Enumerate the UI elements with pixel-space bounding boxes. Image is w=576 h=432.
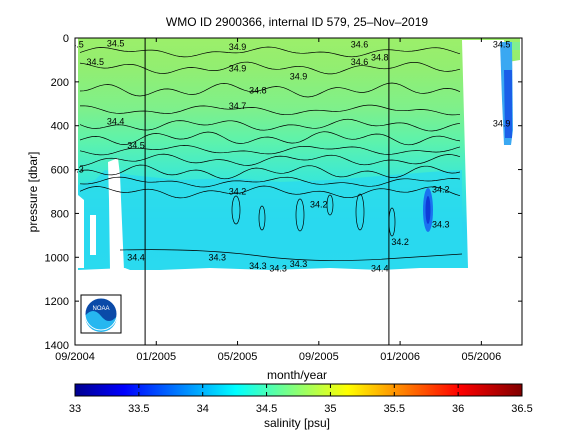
- contour-label: 34.9: [290, 71, 308, 81]
- contour-line: [79, 46, 461, 58]
- contour-label: 34.9: [493, 119, 511, 129]
- x-tick-label: 05/2005: [218, 351, 258, 363]
- y-tick-label: 800: [51, 208, 69, 220]
- x-tick-label: 09/2005: [299, 351, 339, 363]
- plot-frame: [74, 37, 523, 346]
- colorbar-label: salinity [psu]: [264, 416, 330, 430]
- contour-label: 34.3: [249, 261, 267, 271]
- contour-line: [79, 104, 461, 116]
- contour-line: [79, 61, 461, 75]
- contour-label: 34.3: [269, 263, 287, 273]
- colorbar-tick-label: 34: [197, 403, 209, 415]
- contour-line: [79, 153, 461, 167]
- contour-label: 34.4: [127, 252, 145, 262]
- contour-line: [79, 118, 461, 132]
- x-tick-label: 05/2006: [461, 351, 501, 363]
- y-tick-label: 200: [51, 77, 69, 89]
- y-tick-label: 1000: [45, 252, 69, 264]
- contour-label: 34.3: [208, 252, 226, 262]
- contour-loop: [258, 205, 266, 231]
- contour-label: 34.6: [351, 40, 369, 50]
- colorbar-tick-label: 33.5: [128, 403, 149, 415]
- contour-label: 34.5: [66, 40, 84, 50]
- contour-line: [79, 164, 461, 180]
- svg-text:NOAA: NOAA: [92, 306, 109, 312]
- contour-line: [79, 176, 461, 188]
- contour-loop: [295, 198, 305, 232]
- y-tick-label: 1200: [45, 296, 69, 308]
- y-tick-label: 600: [51, 165, 69, 177]
- chart-title: WMO ID 2900366, internal ID 579, 25–Nov–…: [166, 15, 428, 29]
- contour-line: [79, 185, 461, 199]
- colorbar-tick-label: 36.5: [511, 403, 532, 415]
- contour-label: 34.2: [432, 184, 450, 194]
- y-axis-label: pressure [dbar]: [26, 152, 40, 233]
- y-tick-label: 400: [51, 121, 69, 133]
- contour-label: 34.2: [310, 200, 328, 210]
- fresh-lens-core: [425, 196, 431, 224]
- contour-line: [79, 82, 461, 98]
- contour-label: 34.4: [371, 263, 389, 273]
- contour-line: [79, 145, 461, 156]
- contour-label: 34.5: [127, 140, 145, 150]
- colorbar-tick-label: 36: [452, 403, 464, 415]
- contour-line: [119, 249, 463, 261]
- contour-label: 34.8: [371, 53, 389, 63]
- x-tick-label: 01/2006: [380, 351, 420, 363]
- no-data-gap: [90, 215, 96, 255]
- contour-label: 34.3: [290, 259, 308, 269]
- contour-label: 34.3: [66, 165, 84, 175]
- deep-water-band: [78, 170, 462, 268]
- x-tick-label: 01/2005: [136, 351, 176, 363]
- colorbar-ticks: 33 33.5 34 34.5 35 35.5 36 36.5: [69, 384, 533, 415]
- last-profiles-top: [512, 42, 520, 50]
- noaa-logo-icon: NOAA: [80, 294, 122, 334]
- contour-label: 34.9: [229, 42, 247, 52]
- contour-label: 34.5: [107, 38, 125, 48]
- last-profiles-core: [504, 70, 512, 138]
- contour-label: 34.4: [107, 116, 125, 126]
- colorbar: [74, 383, 523, 397]
- contour-label: 34.2: [229, 187, 247, 197]
- y-tick-label: 0: [63, 33, 69, 45]
- colorbar-tick-label: 33: [69, 403, 81, 415]
- x-axis: 09/2004 01/2005 05/2005 09/2005 01/2006 05/20…: [55, 38, 501, 363]
- contour-label: 34.3: [432, 219, 450, 229]
- x-axis-label: month/year: [267, 368, 327, 382]
- no-data-gap: [108, 158, 124, 270]
- y-tick-label: 1400: [45, 340, 69, 352]
- contour-label: 34.5: [493, 40, 511, 50]
- contour-label: 34.9: [229, 64, 247, 74]
- contour-loop: [326, 194, 334, 216]
- contour-line: [79, 131, 461, 146]
- contour-label: 34.8: [249, 86, 267, 96]
- y-axis: 0 200 400 600 800 1000 1200 1400: [45, 33, 522, 352]
- contour-label: 34.5: [87, 57, 105, 67]
- colorbar-tick-label: 34.5: [256, 403, 277, 415]
- plot-area: 34.5 34.534.534.934.934.934.634.6 34.834.8…: [66, 38, 520, 345]
- colorbar-tick-label: 35.5: [384, 403, 405, 415]
- contour-label: 34.7: [229, 101, 247, 111]
- contour-label: 34.2: [391, 237, 409, 247]
- colorbar-tick-label: 35: [324, 403, 336, 415]
- no-data-gap: [78, 195, 84, 268]
- contour-loop: [231, 195, 241, 225]
- contour-loop: [355, 193, 365, 231]
- x-tick-label: 09/2004: [55, 351, 95, 363]
- contour-label: 34.6: [351, 57, 369, 67]
